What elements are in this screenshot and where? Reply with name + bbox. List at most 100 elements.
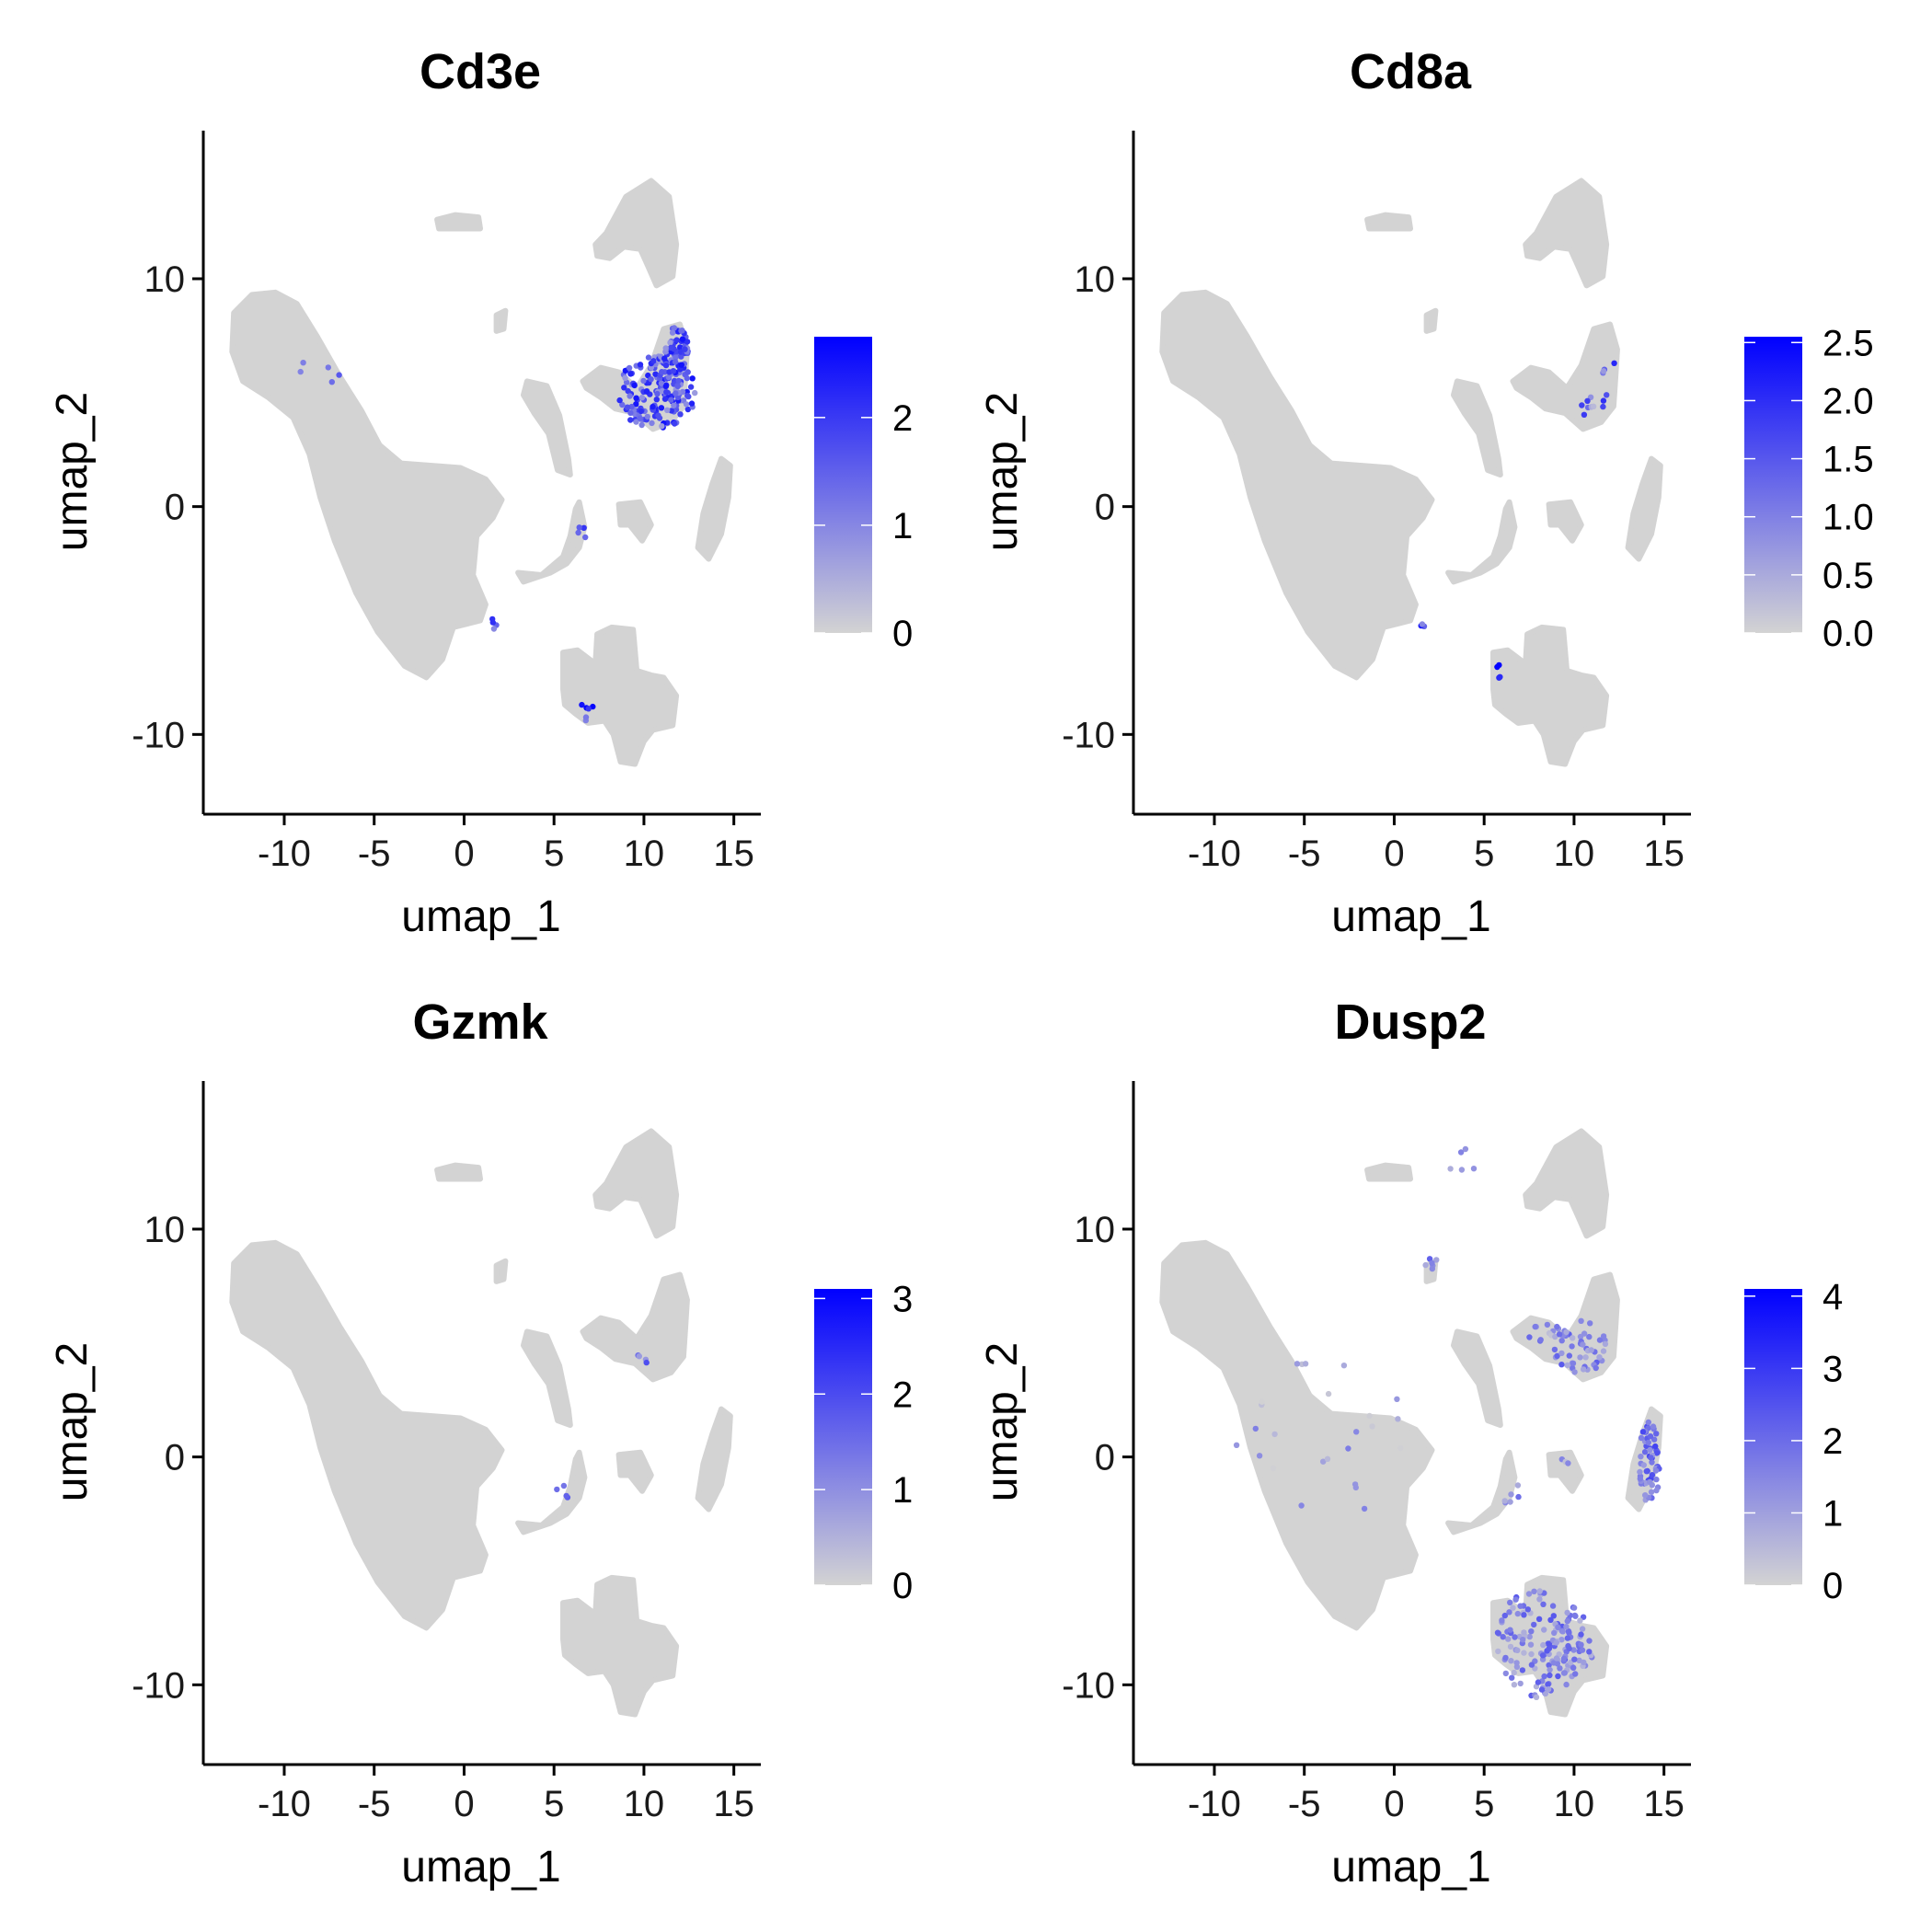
cell-point	[1514, 1610, 1522, 1617]
cell-point	[622, 374, 628, 381]
cell-point	[1577, 1333, 1584, 1340]
cell-point	[682, 346, 688, 352]
cell-point	[1514, 1482, 1522, 1489]
panel-title: Cd8a	[1350, 44, 1472, 99]
cell-point	[1570, 1604, 1578, 1611]
cell-point	[1564, 1609, 1570, 1616]
cell-point	[1566, 1352, 1573, 1359]
cell-point	[1531, 1588, 1537, 1595]
cell-point	[1643, 1468, 1650, 1475]
cell-point	[674, 383, 681, 389]
cell-point	[1600, 1348, 1607, 1354]
cell-point	[678, 353, 684, 360]
cell-point	[663, 389, 670, 396]
cell-point	[1495, 1648, 1501, 1655]
cell-point	[1550, 1660, 1558, 1666]
cell-point	[1564, 1362, 1571, 1369]
cell-point	[1351, 1481, 1359, 1488]
cell-point	[1539, 1652, 1547, 1659]
cell-point	[1570, 1360, 1577, 1367]
cell-point	[1604, 392, 1610, 398]
cell-point	[1572, 1671, 1579, 1677]
cell-point	[1580, 1341, 1586, 1348]
cell-cluster-region	[1523, 178, 1610, 289]
cell-point	[1546, 1662, 1552, 1669]
cell-point	[1564, 1617, 1571, 1625]
cell-point	[1645, 1439, 1652, 1446]
cell-point	[1507, 1627, 1513, 1633]
cell-point	[645, 354, 652, 361]
cell-point	[1540, 1641, 1547, 1649]
cell-point	[1526, 1334, 1533, 1340]
cell-point	[1553, 1655, 1560, 1662]
cell-point	[1422, 1261, 1429, 1269]
cell-point	[621, 385, 627, 391]
colorbar-tick-label: 1	[892, 1470, 913, 1511]
cell-cluster-region	[1546, 499, 1584, 544]
cell-point	[576, 524, 582, 531]
cell-point	[667, 339, 673, 346]
cell-point	[633, 395, 639, 401]
cell-point	[1499, 1617, 1505, 1624]
x-tick-label: 0	[1384, 834, 1404, 874]
cell-cluster-region	[1523, 1128, 1610, 1239]
cell-point	[1515, 1493, 1522, 1501]
cell-point	[684, 339, 691, 345]
expression-points	[1233, 1145, 1662, 1701]
cell-point	[662, 362, 670, 369]
cell-point	[1554, 1323, 1560, 1330]
cell-point	[664, 407, 671, 413]
cell-point	[1252, 1425, 1259, 1432]
cell-cluster-region	[1364, 1162, 1413, 1182]
colorbar-tick-label: 1	[1823, 1493, 1843, 1534]
cell-point	[1470, 1166, 1478, 1172]
cell-point	[1653, 1476, 1660, 1483]
cell-point	[300, 360, 306, 366]
cell-point	[1538, 1686, 1546, 1693]
cell-point	[1637, 1468, 1643, 1476]
cell-cluster-region	[1625, 455, 1663, 562]
cell-point	[1647, 1446, 1653, 1454]
cell-cluster-region	[1490, 624, 1610, 767]
cell-point	[1517, 1680, 1524, 1687]
cell-point	[1571, 1369, 1578, 1375]
cell-point	[661, 355, 668, 362]
y-axis-title: umap_2	[978, 392, 1027, 551]
cell-cluster-region	[615, 499, 654, 544]
cell-point	[1579, 402, 1585, 408]
cell-point	[653, 397, 660, 403]
cell-point	[1531, 1621, 1537, 1628]
cell-point	[1259, 1398, 1265, 1405]
cell-point	[1419, 621, 1426, 627]
x-tick-label: 10	[1554, 1784, 1595, 1824]
cell-point	[1497, 673, 1503, 680]
cell-point	[1505, 1636, 1512, 1642]
cell-point	[554, 1486, 560, 1493]
panel-title: Gzmk	[412, 995, 548, 1050]
cell-point	[1320, 1458, 1327, 1465]
cell-point	[1233, 1442, 1240, 1449]
cell-point	[643, 1359, 650, 1366]
cell-point	[1501, 1612, 1509, 1619]
cell-point	[1600, 368, 1607, 374]
cell-point	[1525, 1591, 1533, 1597]
cell-cluster-region	[1364, 212, 1413, 232]
cell-point	[1558, 1362, 1565, 1368]
colorbar-tick-label: 2	[1823, 1421, 1843, 1462]
cell-point	[661, 396, 669, 402]
cell-cluster-region	[592, 1128, 680, 1239]
x-tick-label: -10	[258, 834, 311, 874]
cell-cluster-region	[229, 289, 505, 681]
cell-point	[658, 380, 665, 386]
y-tick-label: -10	[132, 1665, 185, 1706]
x-axis-title: umap_1	[1331, 1843, 1490, 1892]
colorbar-tick-label: 2.5	[1823, 323, 1874, 363]
cell-point	[1648, 1455, 1654, 1461]
cell-point	[1536, 1596, 1543, 1603]
cell-point	[623, 379, 630, 385]
colorbar-gradient	[814, 1289, 872, 1585]
cell-point	[1521, 1650, 1527, 1656]
cell-point	[1536, 1588, 1543, 1594]
cell-cluster-region	[560, 624, 680, 767]
